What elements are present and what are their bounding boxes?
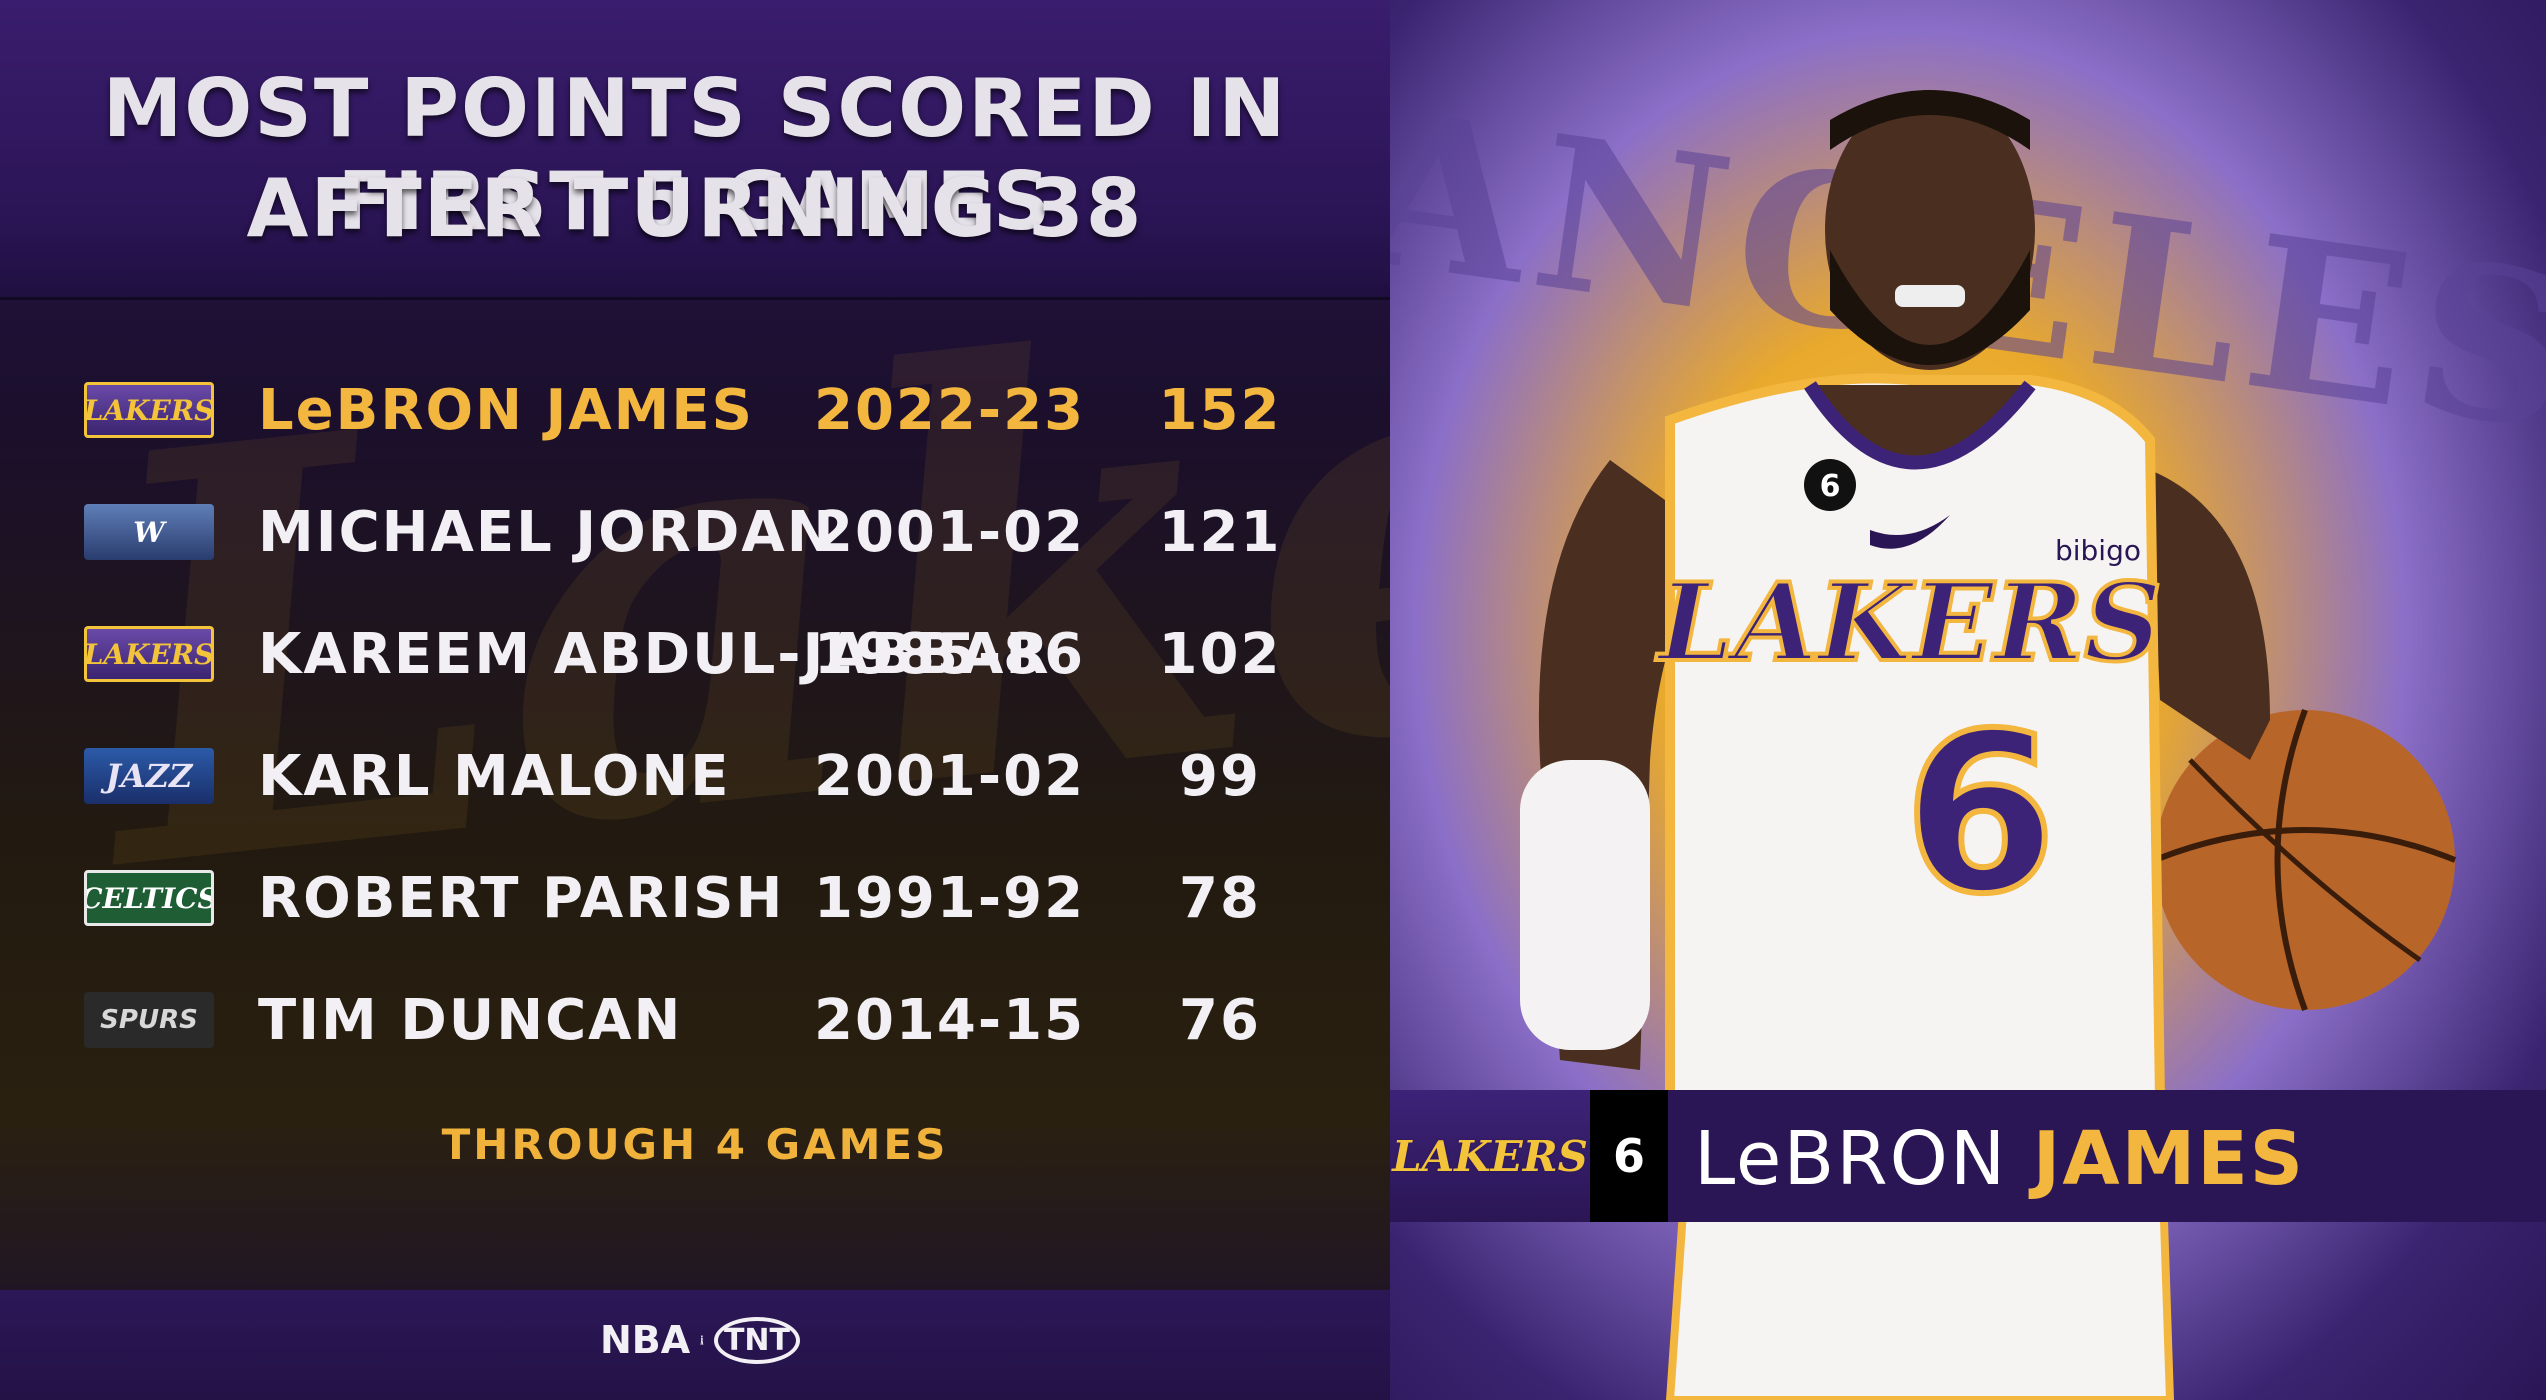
- points: 152: [1158, 378, 1282, 443]
- points: 99: [1179, 744, 1261, 809]
- player-name: ROBERT PARISH: [258, 866, 785, 931]
- points: 121: [1158, 500, 1282, 565]
- leaderboard-row: JAZZ KARL MALONE 2001-02 99: [0, 726, 1390, 826]
- nameplate-jersey-number: 6: [1590, 1090, 1668, 1222]
- nba-logo-text: NBA: [600, 1318, 691, 1362]
- lakers-logo-icon: LAKERS: [84, 626, 214, 682]
- season: 2001-02: [814, 500, 1086, 565]
- wizards-logo-icon: W: [84, 504, 214, 560]
- leaderboard-row: LAKERS LeBRON JAMES 2022-23 152: [0, 360, 1390, 460]
- celtics-logo-icon: CELTICS: [84, 870, 214, 926]
- player-name: MICHAEL JORDAN: [258, 500, 836, 565]
- player-name: KARL MALONE: [258, 744, 731, 809]
- season: 2014-15: [814, 988, 1086, 1053]
- bottom-band: [0, 1290, 1390, 1400]
- jersey-team-text: LAKERS: [1655, 560, 2162, 686]
- swoosh-icon: [1870, 515, 1950, 549]
- nba-tnt-logo-icon: NBA TNT: [600, 1300, 800, 1380]
- leaderboard-row: CELTICS ROBERT PARISH 1991-92 78: [0, 848, 1390, 948]
- jazz-logo-icon: JAZZ: [84, 748, 214, 804]
- season: 2001-02: [814, 744, 1086, 809]
- points: 76: [1179, 988, 1261, 1053]
- title-band: MOST POINTS SCORED IN FIRST 5 GAMES AFTE…: [0, 0, 1390, 300]
- season: 1991-92: [814, 866, 1086, 931]
- leaderboard-row: LAKERS KAREEM ABDUL-JABBAR 1985-86 102: [0, 604, 1390, 704]
- tnt-logo-text: TNT: [713, 1316, 800, 1364]
- footnote: THROUGH 4 GAMES: [441, 1120, 949, 1169]
- lakers-jersey: [1665, 373, 2166, 1116]
- nameplate-team-logo: LAKERS: [1392, 1131, 1588, 1181]
- player-head: [1825, 90, 2035, 370]
- points: 78: [1179, 866, 1261, 931]
- player-name: KAREEM ABDUL-JABBAR: [258, 622, 1051, 687]
- nba-silhouette-icon: [700, 1335, 704, 1345]
- graphic-title-line-2: AFTER TURNING 38: [246, 162, 1144, 255]
- basketball-icon: [2155, 710, 2455, 1010]
- jersey-number-text: 6: [1903, 686, 2056, 942]
- leaderboard-row: W MICHAEL JORDAN 2001-02 121: [0, 482, 1390, 582]
- spurs-logo-icon: SPURS: [84, 992, 214, 1048]
- jersey-sponsor-text: bibigo: [2055, 534, 2141, 567]
- season: 1985-86: [814, 622, 1086, 687]
- lakers-logo-icon: LAKERS: [1390, 1090, 1590, 1222]
- player-photo-panel: ANGELES LAKERS 6 6 bibigo: [1390, 0, 2546, 1400]
- nameplate-last-name: JAMES: [2032, 1116, 2306, 1202]
- leaderboard-row: SPURS TIM DUNCAN 2014-15 76: [0, 970, 1390, 1070]
- graphic-title-line-1: MOST POINTS SCORED IN FIRST 5 GAMES: [102, 62, 1288, 248]
- nameplate-first-name: LeBRON: [1694, 1116, 2008, 1202]
- season: 2022-23: [814, 378, 1086, 443]
- player-name: LeBRON JAMES: [258, 378, 754, 443]
- lakers-logo-icon: LAKERS: [84, 382, 214, 438]
- player-photo: LAKERS 6 6 bibigo: [1520, 90, 2457, 1400]
- points: 102: [1158, 622, 1282, 687]
- player-name: TIM DUNCAN: [258, 988, 683, 1053]
- jersey-patch-number: 6: [1820, 469, 1841, 504]
- arm-sleeve: [1520, 760, 1650, 1050]
- stats-panel: Lakers MOST POINTS SCORED IN FIRST 5 GAM…: [0, 0, 1390, 1400]
- nameplate-player-name: LeBRON JAMES: [1694, 1116, 2305, 1202]
- player-nameplate: LAKERS 6 LeBRON JAMES: [1390, 1090, 2546, 1222]
